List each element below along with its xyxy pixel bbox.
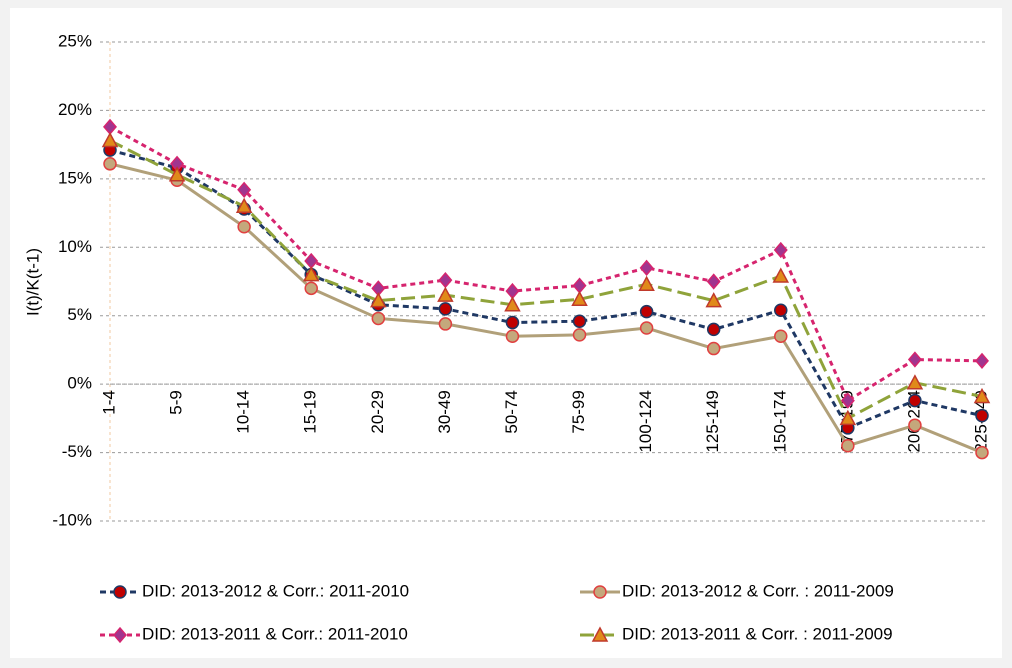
point: [907, 351, 922, 368]
legend-label: DID: 2013-2012 & Corr.: 2011-2010: [142, 581, 409, 600]
series-line: [109, 125, 983, 403]
legend-marker: [113, 585, 127, 599]
x-tick-label: 20-29: [368, 390, 387, 433]
point: [371, 311, 386, 326]
point: [302, 266, 320, 282]
series-line: [109, 162, 983, 454]
point: [975, 352, 989, 370]
legend-label: DID: 2013-2011 & Corr.: 2011-2010: [142, 624, 408, 643]
point: [975, 445, 989, 460]
point: [706, 322, 721, 337]
point: [908, 393, 922, 408]
point: [705, 292, 722, 308]
point: [572, 314, 587, 328]
point: [438, 302, 453, 316]
x-tick-label: 15-19: [301, 390, 320, 433]
y-tick-label: 0%: [67, 374, 92, 393]
y-tick-label: 20%: [58, 100, 92, 119]
point: [237, 220, 251, 234]
series-line: [109, 139, 983, 421]
point: [774, 303, 788, 317]
point: [908, 418, 922, 432]
point: [639, 321, 654, 335]
point: [773, 241, 788, 259]
point: [370, 292, 387, 308]
x-tick-label: 1-4: [99, 390, 118, 415]
x-tick-label: 10-14: [234, 390, 253, 433]
point: [168, 166, 186, 182]
point: [638, 275, 655, 291]
legend-label: DID: 2013-2011 & Corr. : 2011-2009: [622, 624, 893, 643]
y-tick-label: -5%: [62, 442, 92, 461]
point: [841, 438, 855, 453]
point: [639, 304, 654, 319]
x-tick-label: 75-99: [569, 390, 588, 433]
x-tick-label: 30-49: [435, 390, 454, 433]
point: [504, 296, 521, 312]
legend-marker: [593, 585, 607, 599]
point: [973, 387, 991, 404]
point: [101, 131, 119, 148]
x-tick-label: 100-124: [636, 390, 655, 452]
y-tick-label: -10%: [52, 510, 92, 529]
point: [975, 408, 989, 423]
point: [505, 329, 520, 343]
point: [235, 197, 253, 213]
x-tick-label: 150-174: [770, 390, 789, 452]
y-tick-label: 5%: [67, 305, 92, 324]
x-tick-label: 5-9: [167, 390, 186, 415]
point: [505, 315, 520, 330]
point: [840, 392, 855, 409]
y-tick-label: 15%: [58, 168, 92, 187]
point: [572, 328, 587, 342]
point: [639, 259, 654, 276]
y-tick-label: 10%: [58, 237, 92, 256]
point: [706, 341, 721, 356]
point: [706, 273, 721, 290]
point: [839, 409, 857, 426]
y-axis-title: I(t)/K(t-1): [23, 248, 42, 316]
x-tick-label: 125-149: [703, 390, 722, 452]
point: [103, 157, 117, 171]
x-tick-label: 50-74: [502, 390, 521, 433]
chart-area: [10, 8, 1002, 658]
point: [438, 317, 453, 331]
legend-marker: [591, 626, 609, 642]
point: [571, 290, 588, 307]
point: [774, 329, 788, 343]
point: [237, 181, 252, 198]
point: [304, 281, 318, 296]
legend-marker: [113, 626, 127, 644]
point: [772, 267, 790, 283]
point: [906, 374, 924, 390]
point: [437, 286, 454, 302]
legend-label: DID: 2013-2012 & Corr. : 2011-2009: [622, 581, 894, 600]
series-line: [109, 148, 983, 430]
y-tick-label: 25%: [58, 31, 92, 50]
